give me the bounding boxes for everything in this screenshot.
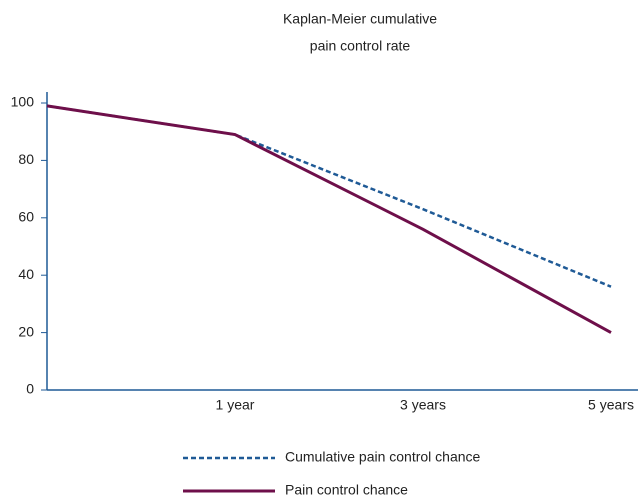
x-tick-label: 1 year <box>216 397 255 413</box>
legend-label: Pain control chance <box>285 482 408 498</box>
chart-title: Kaplan-Meier cumulative <box>283 11 437 27</box>
line-series <box>46 104 612 334</box>
x-tick-label: 5 years <box>588 397 634 413</box>
y-tick-label: 100 <box>11 94 35 110</box>
chart-title: pain control rate <box>310 38 411 54</box>
y-tick-label: 80 <box>18 151 34 167</box>
line-series <box>46 104 612 288</box>
legend-label: Cumulative pain control chance <box>285 449 481 465</box>
x-tick-label: 3 years <box>400 397 446 413</box>
y-tick-label: 20 <box>18 323 34 339</box>
y-tick-label: 0 <box>26 381 34 397</box>
y-tick-label: 40 <box>18 266 34 282</box>
y-tick-label: 60 <box>18 209 34 225</box>
